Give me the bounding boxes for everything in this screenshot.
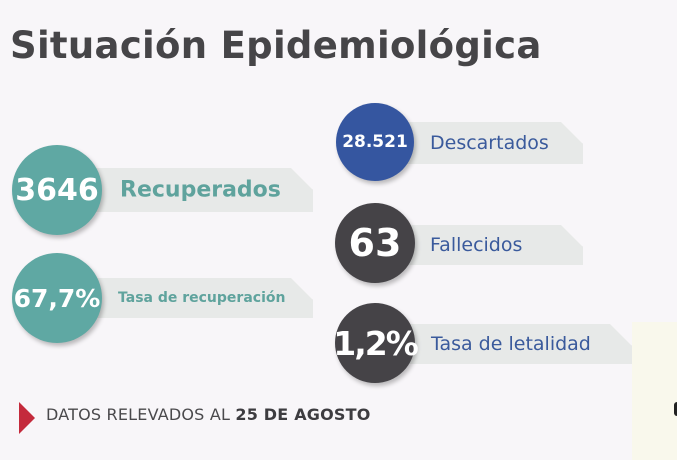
fallecidos-value: 63 xyxy=(348,221,402,265)
fallecidos-bar: Fallecidos xyxy=(400,225,583,265)
fallecidos-label: Fallecidos xyxy=(430,234,523,256)
tasa-recuperacion-value-circle: 67,7% xyxy=(12,253,102,343)
tasa-recuperacion-bar: Tasa de recuperación xyxy=(95,278,313,318)
tasa-recuperacion-value: 67,7% xyxy=(13,283,101,313)
descartados-label: Descartados xyxy=(430,132,549,154)
tasa-letalidad-value-circle: 1,2% xyxy=(333,303,419,383)
footer-date: 25 DE AGOSTO xyxy=(235,405,371,424)
footer-prefix: DATOS RELEVADOS AL xyxy=(46,405,236,424)
footer-note: DATOS RELEVADOS AL 25 DE AGOSTO xyxy=(46,405,371,424)
descartados-value-circle: 28.521 xyxy=(336,103,414,181)
descartados-value: 28.521 xyxy=(342,132,408,152)
page-title: Situación Epidemiológica xyxy=(10,24,542,67)
overlay-edge-mark xyxy=(674,402,677,416)
recuperados-bar: Recuperados xyxy=(95,168,313,212)
recuperados-value-circle: 3646 xyxy=(12,145,102,235)
tasa-recuperacion-label: Tasa de recuperación xyxy=(118,290,286,306)
tasa-letalidad-bar: Tasa de letalidad xyxy=(400,324,632,364)
fallecidos-value-circle: 63 xyxy=(335,203,415,283)
recuperados-label: Recuperados xyxy=(120,177,281,203)
descartados-bar: Descartados xyxy=(400,122,583,164)
tasa-letalidad-value: 1,2% xyxy=(333,323,419,363)
tasa-letalidad-label: Tasa de letalidad xyxy=(431,333,591,355)
recuperados-value: 3646 xyxy=(15,172,99,208)
footer-marker-icon xyxy=(19,402,35,434)
video-overlay-panel xyxy=(632,322,677,460)
